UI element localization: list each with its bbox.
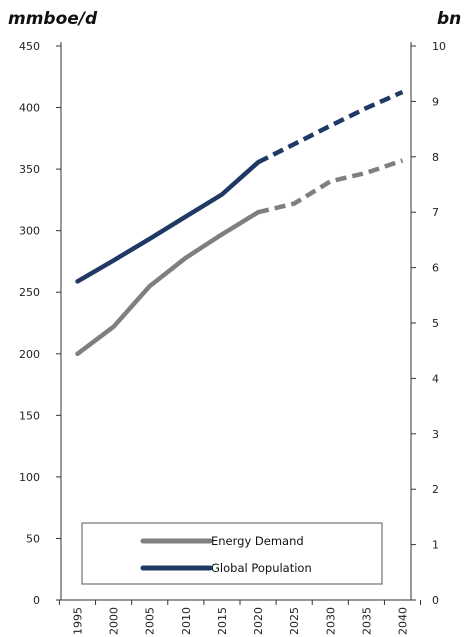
x-tick-label: 1995 — [72, 607, 85, 635]
x-tick-label: 2005 — [144, 607, 157, 635]
series-line-global-population-historical — [75, 160, 261, 284]
x-tick-label: 2020 — [252, 607, 265, 635]
left-tick-label: 100 — [19, 471, 40, 484]
right-tick-label: 4 — [432, 372, 439, 385]
legend-label-energy-demand: Energy Demand — [211, 534, 304, 548]
left-tick-label: 350 — [19, 163, 40, 176]
right-tick-label: 9 — [432, 95, 439, 108]
series-line-global-population-projection — [257, 89, 404, 165]
left-tick-label: 400 — [19, 102, 40, 115]
right-tick-label: 3 — [432, 428, 439, 441]
left-tick-label: 50 — [26, 532, 40, 545]
legend-box — [81, 522, 383, 585]
axes — [60, 42, 412, 601]
right-tick-label: 2 — [432, 483, 439, 496]
x-tick-label: 2015 — [216, 607, 229, 635]
left-tick-label: 200 — [19, 348, 40, 361]
x-tick-label: 2010 — [180, 607, 193, 635]
right-tick-label: 1 — [432, 539, 439, 552]
left-tick-label: 450 — [19, 40, 40, 53]
left-tick-label: 0 — [33, 594, 40, 607]
legend-label-global-population: Global Population — [211, 561, 312, 575]
right-axis-ticks: 0 1 2 3 4 5 6 7 8 9 10 — [411, 40, 446, 607]
left-tick-label: 150 — [19, 409, 40, 422]
right-tick-label: 6 — [432, 262, 439, 275]
left-tick-label: 300 — [19, 225, 40, 238]
x-tick-label: 2030 — [324, 607, 337, 635]
series-layer — [75, 89, 404, 357]
x-tick-label: 2035 — [360, 607, 373, 635]
x-tick-label: 2040 — [397, 607, 410, 635]
right-tick-label: 8 — [432, 151, 439, 164]
right-tick-label: 0 — [432, 594, 439, 607]
left-axis-unit-label: mmboe/d — [8, 9, 98, 29]
right-axis-unit-label: bn — [437, 9, 461, 29]
right-tick-label: 10 — [432, 40, 446, 53]
series-line-energy-demand-projection — [257, 158, 404, 215]
series-line-energy-demand-historical — [75, 209, 261, 357]
left-axis-ticks: 0 50 100 150 200 250 300 350 400 450 — [19, 40, 61, 607]
right-tick-label: 5 — [432, 317, 439, 330]
x-axis-ticks: 1995 2000 2005 2010 2015 2020 2025 2030 2035 2040 — [58, 600, 422, 635]
legend: Energy Demand Global Population — [81, 522, 383, 585]
left-tick-label: 250 — [19, 286, 40, 299]
x-tick-label: 2025 — [288, 607, 301, 635]
right-tick-label: 7 — [432, 206, 439, 219]
x-tick-label: 2000 — [108, 607, 121, 635]
